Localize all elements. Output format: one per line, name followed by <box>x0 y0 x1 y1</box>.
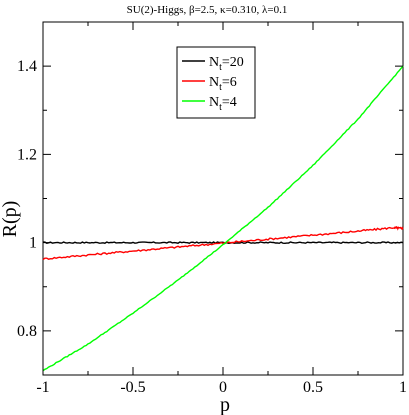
legend-box <box>176 46 256 119</box>
legend-label-2: Nt=4 <box>209 95 237 113</box>
legend-label-1: Nt=6 <box>209 75 237 93</box>
chart-title: SU(2)-Higgs, β=2.5, κ=0.310, λ=0.1 <box>127 4 288 16</box>
x-tick-label: -1 <box>36 379 49 396</box>
series-layer <box>42 65 404 372</box>
x-tick-label: 0 <box>219 379 227 396</box>
y-tick-label: 1.4 <box>17 58 37 75</box>
y-tick-label: 1 <box>29 235 37 252</box>
legend: Nt=20 Nt=6 Nt=4 <box>176 46 256 119</box>
series-line-2 <box>42 65 404 372</box>
y-tick-label: 0.8 <box>17 323 37 340</box>
x-tick-label: 1 <box>399 379 407 396</box>
series-line-0 <box>43 241 404 245</box>
x-tick-label: 0.5 <box>303 379 323 396</box>
y-axis-label: R(p) <box>0 201 21 238</box>
x-axis-label: p <box>220 394 230 415</box>
ticks-layer: -1 -0.5 0 0.5 1 0.8 1 1.2 1.4 <box>17 21 407 396</box>
legend-label-0: Nt=20 <box>209 55 244 73</box>
series-line-1 <box>42 225 404 261</box>
x-tick-label: -0.5 <box>120 379 145 396</box>
y-tick-label: 1.2 <box>17 146 37 163</box>
